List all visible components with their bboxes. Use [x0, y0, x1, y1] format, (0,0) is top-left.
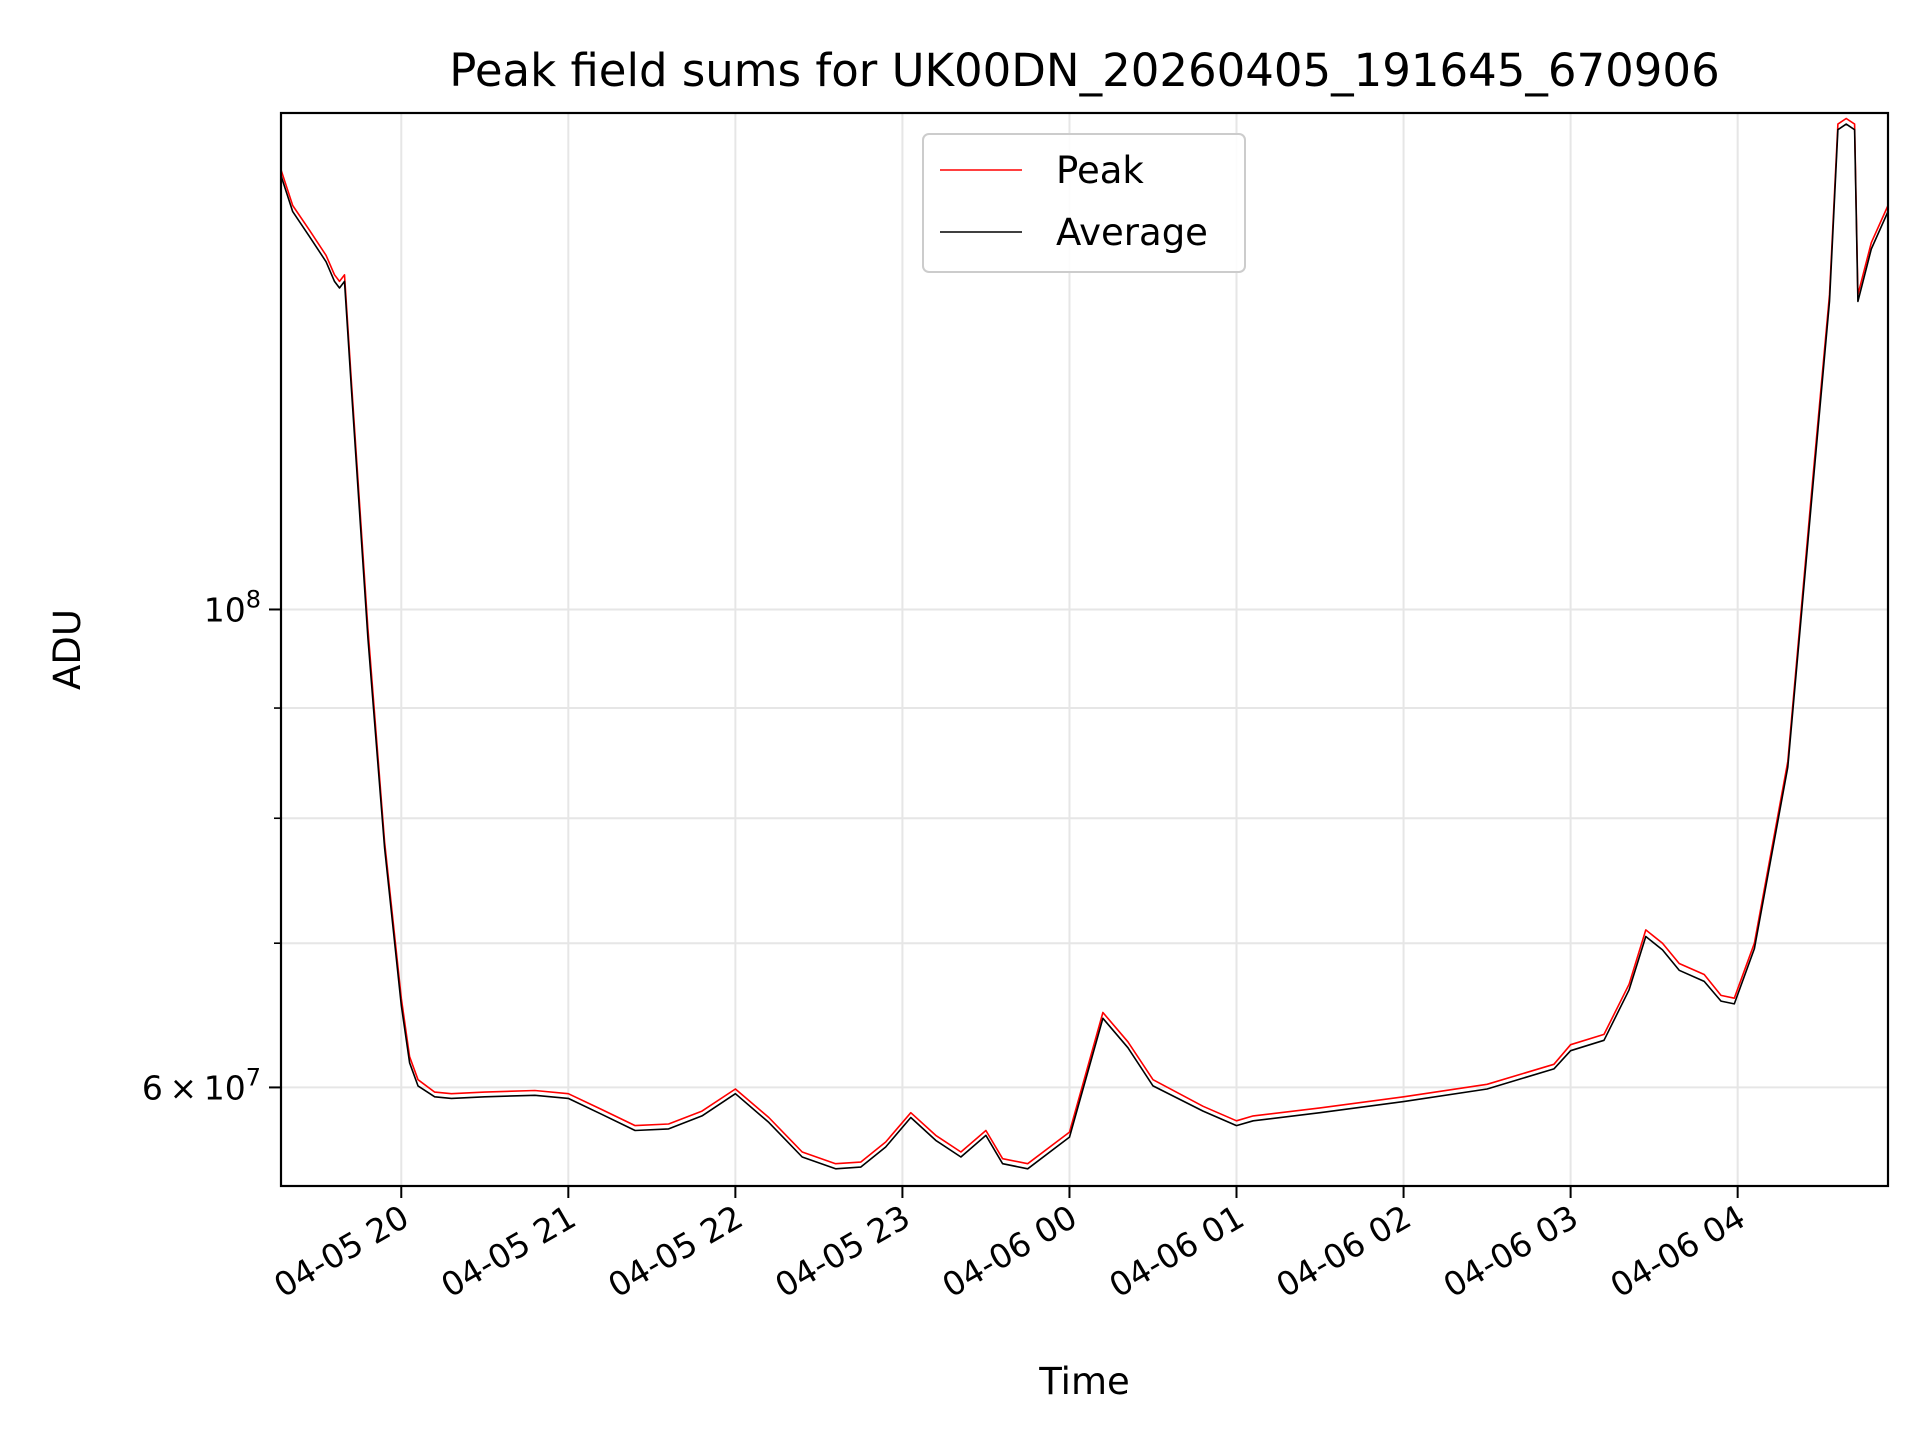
x-axis-label: Time	[1038, 1360, 1130, 1403]
chart-title: Peak field sums for UK00DN_20260405_1916…	[449, 44, 1719, 97]
legend: Peak Average	[922, 133, 1246, 273]
plot-area	[281, 113, 1888, 1186]
legend-average-label: Average	[1056, 211, 1208, 254]
legend-peak-label: Peak	[1056, 149, 1144, 192]
plot-frame	[279, 111, 1890, 1188]
series-line-average	[280, 123, 1889, 1170]
y-tick-label: 6 × 107	[142, 1063, 261, 1107]
series-group	[280, 117, 1889, 1170]
grid	[281, 113, 1888, 1186]
y-tick-label: 108	[204, 585, 261, 629]
y-axis-label: ADU	[46, 609, 89, 690]
series-line-peak	[280, 117, 1889, 1165]
legend-frame	[922, 133, 1246, 273]
